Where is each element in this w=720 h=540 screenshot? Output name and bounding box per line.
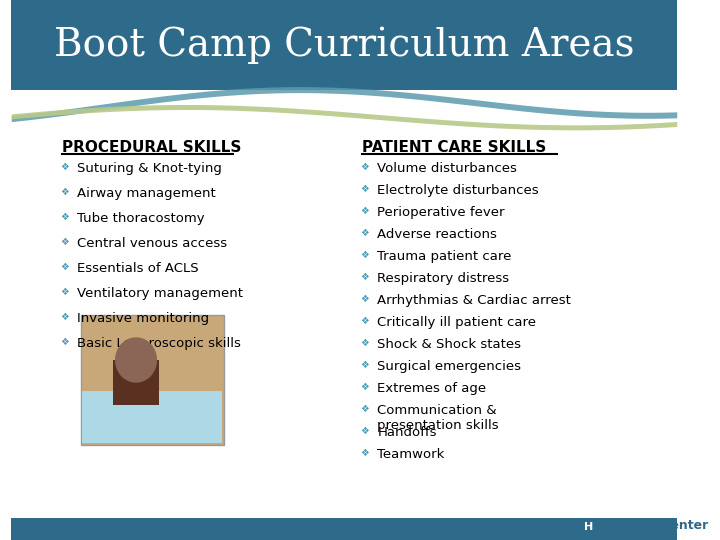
Text: ❖: ❖ bbox=[60, 162, 69, 172]
Text: Baystate: Baystate bbox=[520, 519, 582, 532]
Text: ❖: ❖ bbox=[60, 237, 69, 247]
FancyBboxPatch shape bbox=[113, 360, 159, 405]
Text: ❖: ❖ bbox=[361, 184, 369, 194]
Text: ❖: ❖ bbox=[361, 360, 369, 370]
Text: ❖: ❖ bbox=[361, 338, 369, 348]
Text: ❖: ❖ bbox=[361, 294, 369, 304]
Text: H: H bbox=[585, 522, 593, 532]
Text: Perioperative fever: Perioperative fever bbox=[377, 206, 505, 219]
Text: Respiratory distress: Respiratory distress bbox=[377, 272, 510, 285]
FancyBboxPatch shape bbox=[580, 520, 598, 538]
Text: Airway management: Airway management bbox=[77, 187, 215, 200]
Text: ❖: ❖ bbox=[361, 250, 369, 260]
Text: Teamwork: Teamwork bbox=[377, 448, 445, 461]
Text: Tube thoracostomy: Tube thoracostomy bbox=[77, 212, 204, 225]
Text: Essentials of ACLS: Essentials of ACLS bbox=[77, 262, 199, 275]
Text: ❖: ❖ bbox=[60, 187, 69, 197]
Text: ❖: ❖ bbox=[361, 206, 369, 216]
FancyBboxPatch shape bbox=[12, 0, 677, 90]
FancyBboxPatch shape bbox=[82, 391, 222, 443]
Text: Central venous access: Central venous access bbox=[77, 237, 227, 250]
Text: Extremes of age: Extremes of age bbox=[377, 382, 487, 395]
Text: ❖: ❖ bbox=[60, 312, 69, 322]
Text: ❖: ❖ bbox=[361, 272, 369, 282]
Text: Basic Laparoscopic skills: Basic Laparoscopic skills bbox=[77, 337, 240, 350]
Circle shape bbox=[116, 338, 156, 382]
FancyBboxPatch shape bbox=[81, 315, 224, 445]
Text: Trauma patient care: Trauma patient care bbox=[377, 250, 512, 263]
Text: Communication &
presentation skills: Communication & presentation skills bbox=[377, 404, 499, 432]
Text: Surgical emergencies: Surgical emergencies bbox=[377, 360, 521, 373]
Text: Arrhythmias & Cardiac arrest: Arrhythmias & Cardiac arrest bbox=[377, 294, 571, 307]
Text: Critically ill patient care: Critically ill patient care bbox=[377, 316, 536, 329]
Text: ❖: ❖ bbox=[361, 316, 369, 326]
Text: Shock & Shock states: Shock & Shock states bbox=[377, 338, 521, 351]
Text: Volume disturbances: Volume disturbances bbox=[377, 162, 517, 175]
Text: ❖: ❖ bbox=[60, 262, 69, 272]
Text: ❖: ❖ bbox=[361, 162, 369, 172]
Text: Medical Center: Medical Center bbox=[603, 519, 708, 532]
Text: ❖: ❖ bbox=[361, 228, 369, 238]
Text: ❖: ❖ bbox=[361, 404, 369, 414]
Text: Handoffs: Handoffs bbox=[377, 426, 437, 439]
FancyBboxPatch shape bbox=[12, 518, 677, 540]
Text: ❖: ❖ bbox=[60, 337, 69, 347]
Text: Ventilatory management: Ventilatory management bbox=[77, 287, 243, 300]
Text: PROCEDURAL SKILLS: PROCEDURAL SKILLS bbox=[62, 140, 241, 155]
Text: ❖: ❖ bbox=[361, 448, 369, 458]
Text: ❖: ❖ bbox=[60, 212, 69, 222]
Text: Electrolyte disturbances: Electrolyte disturbances bbox=[377, 184, 539, 197]
Text: Suturing & Knot-tying: Suturing & Knot-tying bbox=[77, 162, 222, 175]
Text: ❖: ❖ bbox=[361, 382, 369, 392]
Text: Invasive monitoring: Invasive monitoring bbox=[77, 312, 209, 325]
Text: Adverse reactions: Adverse reactions bbox=[377, 228, 497, 241]
Text: Boot Camp Curriculum Areas: Boot Camp Curriculum Areas bbox=[54, 26, 634, 64]
Text: ❖: ❖ bbox=[361, 426, 369, 436]
Text: PATIENT CARE SKILLS: PATIENT CARE SKILLS bbox=[362, 140, 546, 155]
Text: ❖: ❖ bbox=[60, 287, 69, 297]
